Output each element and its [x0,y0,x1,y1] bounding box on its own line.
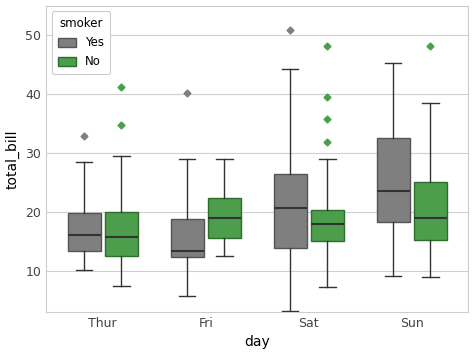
PathPatch shape [68,213,100,251]
X-axis label: day: day [245,335,270,349]
Y-axis label: total_bill: total_bill [6,129,20,189]
Legend: Yes, No: Yes, No [52,11,110,74]
PathPatch shape [311,210,344,241]
PathPatch shape [414,182,447,240]
PathPatch shape [274,174,307,248]
PathPatch shape [105,212,138,256]
PathPatch shape [377,138,410,223]
PathPatch shape [171,219,204,257]
PathPatch shape [208,198,241,238]
